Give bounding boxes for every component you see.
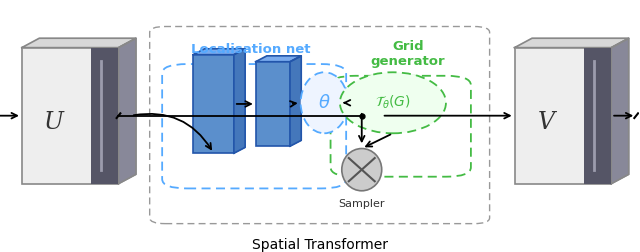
FancyBboxPatch shape [92, 48, 118, 184]
Text: $\mathcal{T}_\theta(G)$: $\mathcal{T}_\theta(G)$ [375, 94, 411, 111]
FancyArrowPatch shape [134, 114, 211, 149]
Text: V: V [538, 111, 555, 134]
FancyBboxPatch shape [22, 48, 118, 184]
Polygon shape [515, 38, 628, 48]
Polygon shape [22, 38, 136, 48]
Text: Sampler: Sampler [339, 199, 385, 209]
FancyBboxPatch shape [584, 48, 611, 184]
Text: Spatial Transformer: Spatial Transformer [252, 238, 388, 252]
Text: $\theta$: $\theta$ [318, 94, 331, 112]
Polygon shape [256, 56, 301, 62]
Polygon shape [290, 56, 301, 146]
Ellipse shape [342, 148, 381, 191]
Ellipse shape [301, 72, 348, 133]
FancyBboxPatch shape [256, 62, 290, 146]
Polygon shape [118, 38, 136, 184]
Text: U: U [44, 111, 63, 134]
Text: Grid
generator: Grid generator [371, 40, 445, 68]
Polygon shape [234, 49, 245, 153]
Polygon shape [193, 49, 245, 55]
Polygon shape [611, 38, 628, 184]
FancyBboxPatch shape [193, 55, 234, 153]
FancyBboxPatch shape [515, 48, 611, 184]
Text: Localisation net: Localisation net [191, 43, 310, 56]
Ellipse shape [340, 72, 446, 133]
